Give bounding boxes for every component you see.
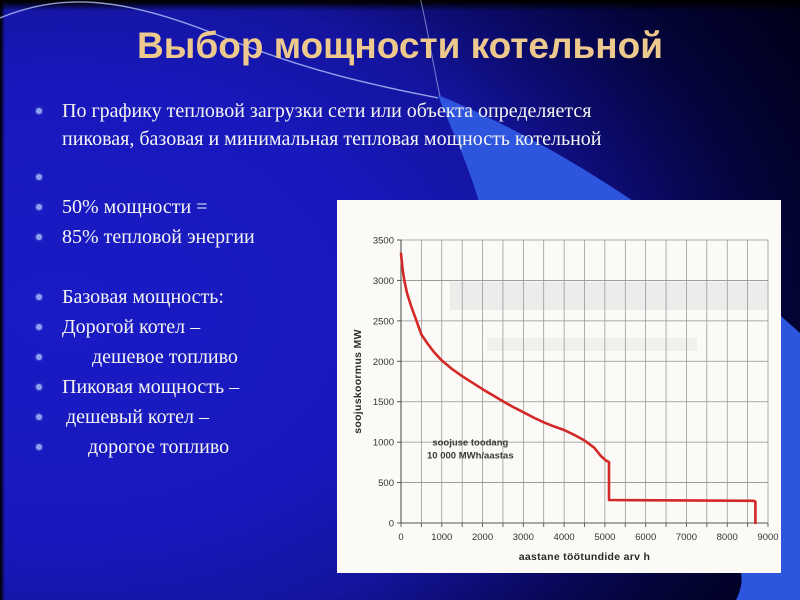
list-item-text: дешевый котел – [66, 406, 209, 428]
x-tick-label: 2000 [472, 532, 493, 543]
x-tick-label: 4000 [554, 532, 575, 543]
list-item: Базовая мощность: [36, 283, 636, 311]
arc-line-icon [0, 1, 439, 99]
load-curve [399, 252, 757, 525]
y-tick-label: 0 [389, 519, 394, 530]
list-item-text: Базовая мощность: [62, 286, 224, 308]
list-item-blank [36, 163, 636, 191]
list-item: Пиковая мощность – [36, 373, 636, 401]
list-item-text: дешевое топливо [92, 346, 238, 368]
list-item-text: Пиковая мощность – [62, 376, 240, 398]
list-item: По графику тепловой загрузки сети или об… [36, 97, 636, 153]
x-tick-label: 1000 [431, 532, 452, 543]
x-tick-label: 9000 [757, 532, 778, 543]
list-item-text: 85% тепловой энергии [62, 226, 255, 248]
y-tick-label: 2500 [373, 316, 394, 327]
slide-title: Выбор мощности котельной [137, 25, 663, 66]
y-tick-label: 1000 [373, 438, 394, 449]
list-item-text: Дорогой котел – [62, 316, 201, 338]
x-tick-label: 8000 [717, 532, 738, 543]
bullet-dot-icon [36, 108, 42, 114]
x-tick-label: 5000 [594, 532, 615, 543]
y-axis-label: soojuskoormus MW [352, 329, 364, 434]
list-item-text: По графику тепловой загрузки сети или об… [62, 100, 602, 150]
y-tick-label: 500 [378, 478, 394, 489]
bullet-dot-icon [36, 444, 42, 450]
x-tick-label: 6000 [635, 532, 656, 543]
bullet-dot-icon [36, 414, 42, 420]
list-item: 85% тепловой энергии [36, 223, 636, 251]
arc-line-icon [420, 0, 441, 97]
scan-smudge [450, 282, 768, 310]
y-tick-label: 3500 [373, 236, 394, 247]
bullet-dot-icon [36, 324, 42, 330]
bullet-dot-icon [36, 204, 42, 210]
x-tick-label: 7000 [676, 532, 697, 543]
chart-annotation: soojuse toodang [432, 437, 508, 448]
x-axis-label: aastane töötundide arv h [519, 551, 650, 563]
list-item: дорогое топливо [36, 433, 636, 461]
list-item: Дорогой котел – [36, 313, 636, 341]
list-item: дешевый котел – [36, 403, 636, 431]
bullet-dot-icon [36, 174, 42, 180]
list-item-text: дорогое топливо [88, 436, 230, 458]
scan-smudge [487, 338, 697, 351]
x-tick-label: 0 [398, 532, 403, 543]
y-tick-label: 3000 [373, 276, 394, 287]
bullet-dot-icon [36, 354, 42, 360]
bullet-dot-icon [36, 294, 42, 300]
y-tick-label: 1500 [373, 397, 394, 408]
list-item: дешевое топливо [36, 343, 636, 371]
load-duration-chart: 0 500 1000 1500 2000 2500 3000 3500 0 1000 2000 300… [352, 236, 779, 564]
chart-panel: 0 500 1000 1500 2000 2500 3000 3500 0 1000 2000 300… [337, 200, 781, 573]
bullet-dot-icon [36, 384, 42, 390]
x-tick-label: 3000 [513, 532, 534, 543]
bullet-dot-icon [36, 234, 42, 240]
bullet-list: По графику тепловой загрузки сети или об… [36, 97, 636, 463]
y-tick-label: 2000 [373, 357, 394, 368]
list-item: 50% мощности = [36, 193, 636, 221]
chart-annotation: 10 000 MWh/aastas [427, 450, 514, 461]
list-item-text: 50% мощности = [62, 196, 208, 218]
